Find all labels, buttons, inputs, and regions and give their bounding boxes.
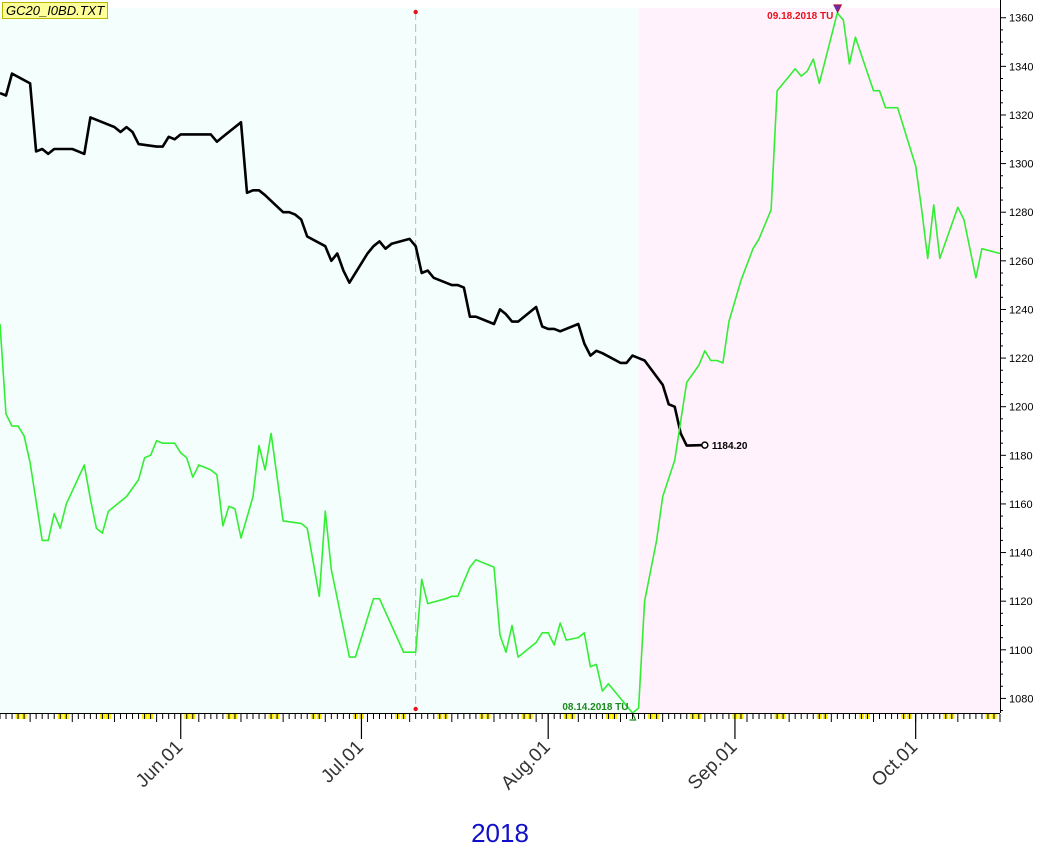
x-tick-label: Jun.01 xyxy=(132,737,187,792)
y-tick-label: 1240 xyxy=(1009,304,1033,316)
vertical-marker-bottom-dot xyxy=(413,706,418,712)
x-tick-label: Sep.01 xyxy=(684,737,741,794)
y-tick-label: 1180 xyxy=(1009,450,1033,462)
vertical-marker-top-dot xyxy=(413,9,418,15)
x-axis: Jun.01 Jul.01 Aug.01 Sep.01 Oct.01 xyxy=(0,713,1001,794)
last-price-label: 1184.20 xyxy=(712,441,748,452)
y-tick-label: 1100 xyxy=(1009,645,1033,657)
y-tick-label: 1160 xyxy=(1009,499,1033,511)
top-marker-label: 09.18.2018 TU xyxy=(767,11,833,22)
y-tick-label: 1080 xyxy=(1009,693,1033,705)
y-tick-label: 1280 xyxy=(1009,207,1033,219)
y-tick-label: 1220 xyxy=(1009,353,1033,365)
x-axis-year-label: 2018 xyxy=(471,818,529,848)
x-tick-label: Jul.01 xyxy=(317,737,368,788)
top-marker-arrow xyxy=(833,4,843,14)
bottom-marker-label: 08.14.2018 TU xyxy=(562,702,628,713)
last-price-point xyxy=(701,441,709,449)
price-series-line xyxy=(0,72,705,447)
y-tick-label: 1300 xyxy=(1009,159,1033,171)
forecast-region-background xyxy=(638,8,1000,713)
x-tick-label: Aug.01 xyxy=(497,737,554,794)
y-axis: 1080 1100 1120 1140 1160 1180 1200 1220 1240 1260… xyxy=(1000,0,1033,713)
y-tick-label: 1340 xyxy=(1009,61,1033,73)
y-tick-label: 1360 xyxy=(1009,13,1033,25)
x-tick-label: Oct.01 xyxy=(868,737,922,791)
series-lines: 1184.20 xyxy=(0,12,1001,714)
y-tick-label: 1120 xyxy=(1009,596,1033,608)
file-name-label: GC20_I0BD.TXT xyxy=(2,2,109,19)
y-tick-label: 1140 xyxy=(1009,548,1033,560)
y-tick-label: 1320 xyxy=(1009,110,1033,122)
vertical-marker-line xyxy=(413,9,418,712)
y-tick-label: 1200 xyxy=(1009,402,1033,414)
markers: 09.18.2018 TU 08.14.2018 TU xyxy=(562,4,843,721)
bottom-marker-arrow xyxy=(629,712,637,721)
past-region-background xyxy=(0,8,639,713)
y-tick-label: 1260 xyxy=(1009,256,1033,268)
forecast-series-line xyxy=(0,12,1001,714)
